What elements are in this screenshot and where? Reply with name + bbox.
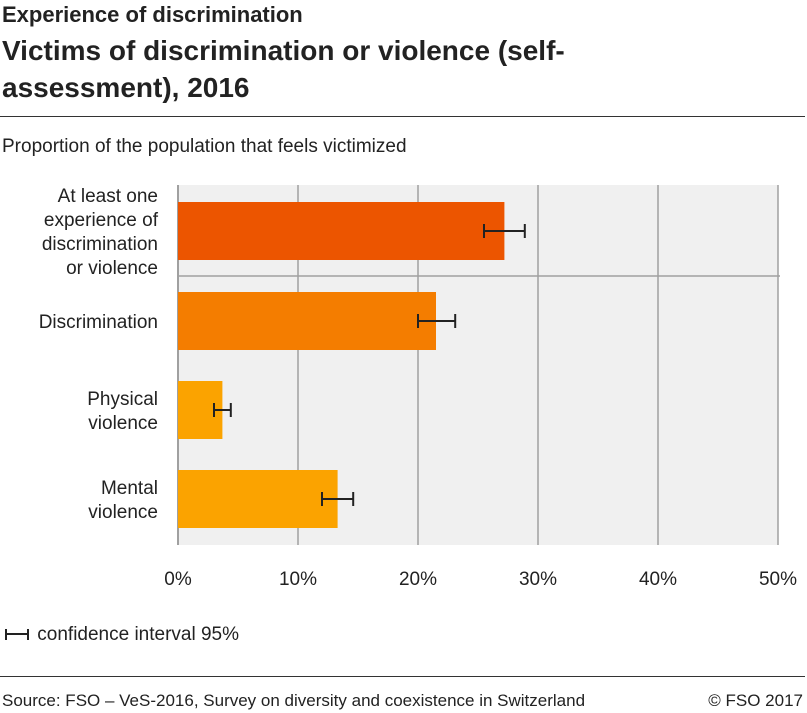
error-bar bbox=[483, 224, 526, 238]
category-label: Mental violence bbox=[88, 478, 158, 523]
copyright: © FSO 2017 bbox=[708, 691, 803, 710]
error-bar bbox=[321, 492, 355, 506]
x-tick-label: 50% bbox=[759, 569, 797, 590]
x-tick-label: 10% bbox=[279, 569, 317, 590]
category-label-line: or violence bbox=[66, 258, 158, 279]
error-bar bbox=[213, 403, 232, 417]
category-label: At least one experience of discrimination o… bbox=[42, 186, 159, 279]
error-bar bbox=[417, 314, 457, 328]
category-label-line: discrimination bbox=[42, 234, 158, 255]
legend-label: confidence interval 95% bbox=[37, 624, 240, 645]
category-label-line: Physical bbox=[87, 389, 158, 410]
category-label-line: experience of bbox=[44, 210, 159, 231]
category-label-line: Discrimination bbox=[39, 312, 158, 333]
category-label-line: At least one bbox=[58, 186, 158, 207]
chart-title: Victims of discrimination or violence (s… bbox=[2, 35, 565, 103]
bottom-divider bbox=[0, 676, 805, 677]
category-label: Physical violence bbox=[87, 389, 158, 434]
x-tick-label: 0% bbox=[164, 569, 192, 590]
bar bbox=[178, 470, 338, 528]
bar bbox=[178, 292, 436, 350]
category-label: Discrimination bbox=[39, 312, 158, 333]
x-tick-label: 30% bbox=[519, 569, 557, 590]
chart-subtitle: Proportion of the population that feels … bbox=[2, 136, 407, 157]
x-tick-label: 40% bbox=[639, 569, 677, 590]
source-note: Source: FSO – VeS-2016, Survey on divers… bbox=[2, 691, 586, 710]
bar-chart: 0% 10% 20% 30% 40% 50% At least one experience … bbox=[39, 185, 797, 590]
category-label-line: Mental bbox=[101, 478, 158, 499]
category-label-line: violence bbox=[88, 502, 158, 523]
x-tick-label: 20% bbox=[399, 569, 437, 590]
legend: confidence interval 95% bbox=[4, 624, 239, 646]
category-label-line: violence bbox=[88, 413, 158, 434]
error-bar-legend-icon bbox=[5, 629, 29, 640]
top-divider bbox=[0, 116, 805, 117]
bar bbox=[178, 202, 505, 260]
chart-supertitle: Experience of discrimination bbox=[2, 2, 303, 27]
